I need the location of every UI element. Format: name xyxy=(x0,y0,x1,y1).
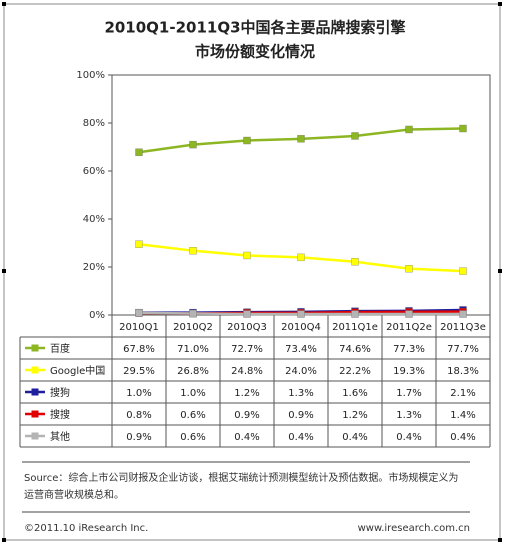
point xyxy=(135,240,143,248)
point xyxy=(297,253,305,262)
data-label: 0.4% xyxy=(288,432,313,443)
legend-marker xyxy=(31,388,39,396)
data-label: 0.4% xyxy=(396,432,421,443)
point xyxy=(459,310,467,318)
plot-area xyxy=(111,74,491,316)
data-label: 0.9% xyxy=(234,410,259,421)
handle xyxy=(498,538,502,542)
data-label: 1.0% xyxy=(126,388,151,399)
x-tick-label: 2011Q1e xyxy=(332,322,378,333)
y-tick-label: 60% xyxy=(83,166,105,177)
data-label: 77.7% xyxy=(447,344,479,355)
legend-marker xyxy=(31,344,39,352)
data-label: 22.2% xyxy=(339,366,371,377)
data-label: 1.3% xyxy=(396,410,421,421)
handle xyxy=(2,269,6,273)
data-label: 74.6% xyxy=(339,344,371,355)
data-label: 71.0% xyxy=(177,344,209,355)
point xyxy=(297,310,305,318)
point xyxy=(189,247,197,255)
point xyxy=(135,148,143,156)
data-label: 0.8% xyxy=(126,410,151,421)
point xyxy=(405,310,413,318)
source: 运营商营收规模总和。 xyxy=(24,488,124,501)
data-label: 0.6% xyxy=(180,410,205,421)
y-tick-label: 20% xyxy=(83,262,105,273)
data-label: 0.4% xyxy=(450,432,475,443)
data-label: 18.3% xyxy=(447,366,479,377)
y-tick-label: 0% xyxy=(89,310,105,321)
point xyxy=(189,140,197,149)
x-tick-label: 2011Q2e xyxy=(386,322,432,333)
data-label: 24.8% xyxy=(231,366,263,377)
legend-marker xyxy=(31,366,39,374)
y-tick-label: 80% xyxy=(83,118,105,129)
x-tick-label: 2010Q3 xyxy=(227,322,267,333)
data-label: 29.5% xyxy=(123,366,155,377)
point xyxy=(243,136,251,145)
data-label: 0.4% xyxy=(234,432,259,443)
point xyxy=(351,132,359,140)
data-label: 72.7% xyxy=(231,344,263,355)
x-tick-label: 2011Q3e xyxy=(440,322,486,333)
data-label: 77.3% xyxy=(393,344,425,355)
point xyxy=(135,309,143,317)
point xyxy=(351,310,359,318)
y-tick-label: 40% xyxy=(83,214,105,225)
data-label: 0.4% xyxy=(342,432,367,443)
legend-label: 搜搜 xyxy=(50,408,70,421)
data-label: 1.7% xyxy=(396,388,421,399)
data-label: 1.4% xyxy=(450,410,475,421)
data-label: 26.8% xyxy=(177,366,209,377)
frame xyxy=(3,3,501,541)
data-label: 1.2% xyxy=(342,410,367,421)
legend-label: 百度 xyxy=(50,342,70,355)
chart-title: 2010Q1-2011Q3中国各主要品牌搜索引擎 xyxy=(104,19,405,37)
source: Source：综合上市公司财报及企业访谈，根据艾瑞统计预测模型统计及预估数据。市… xyxy=(24,471,458,484)
legend-label: 搜狗 xyxy=(50,386,70,399)
point xyxy=(459,267,467,275)
data-label: 1.6% xyxy=(342,388,367,399)
x-tick-label: 2010Q1 xyxy=(119,322,159,333)
x-tick-label: 2010Q2 xyxy=(173,322,213,333)
data-label: 1.2% xyxy=(234,388,259,399)
copyright: ©2011.10 iResearch Inc. xyxy=(24,523,148,534)
data-label: 0.6% xyxy=(180,432,205,443)
legend-marker xyxy=(31,410,39,418)
legend-marker xyxy=(31,432,39,440)
handle xyxy=(498,2,502,6)
legend-label: 其他 xyxy=(50,430,70,443)
point xyxy=(459,124,467,133)
data-label: 1.3% xyxy=(288,388,313,399)
point xyxy=(351,258,359,266)
handle xyxy=(2,538,6,542)
data-label: 2.1% xyxy=(450,388,475,399)
point xyxy=(243,310,251,318)
point xyxy=(405,265,413,273)
legend-label: Google中国 xyxy=(50,364,105,377)
point xyxy=(405,125,413,134)
point xyxy=(189,309,197,318)
data-label: 1.0% xyxy=(180,388,205,399)
website: www.iresearch.com.cn xyxy=(358,523,470,534)
data-label: 0.9% xyxy=(126,432,151,443)
data-label: 24.0% xyxy=(285,366,317,377)
data-label: 19.3% xyxy=(393,366,425,377)
data-label: 67.8% xyxy=(123,344,155,355)
handle xyxy=(2,2,6,6)
point xyxy=(297,135,305,143)
point xyxy=(243,251,251,260)
data-label: 0.9% xyxy=(288,410,313,421)
handle xyxy=(498,269,502,273)
y-tick-label: 100% xyxy=(76,70,105,81)
data-label: 73.4% xyxy=(285,344,317,355)
chart-title: 市场份额变化情况 xyxy=(195,43,315,61)
x-tick-label: 2010Q4 xyxy=(281,322,321,333)
